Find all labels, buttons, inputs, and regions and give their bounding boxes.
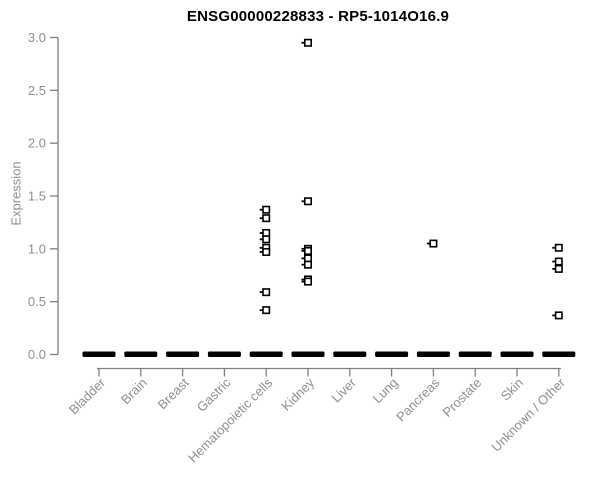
y-tick-label: 1.0 xyxy=(28,241,46,256)
data-point xyxy=(262,214,271,223)
zero-expression-cluster xyxy=(375,351,409,357)
data-point xyxy=(303,254,312,263)
data-point xyxy=(554,264,563,273)
data-point xyxy=(262,248,271,257)
data-point xyxy=(303,197,312,206)
zero-expression-cluster xyxy=(207,351,241,357)
x-tick-label: Liver xyxy=(328,375,359,406)
x-tick-label: Unknown / Other xyxy=(488,375,568,455)
data-point xyxy=(303,260,312,269)
y-tick-label: 2.0 xyxy=(28,136,46,151)
x-tick-label: Breast xyxy=(155,375,192,412)
data-point xyxy=(554,311,563,320)
data-point xyxy=(554,243,563,252)
x-tick-label: Skin xyxy=(498,375,526,403)
zero-expression-cluster xyxy=(166,351,200,357)
data-point xyxy=(554,257,563,266)
zero-expression-cluster xyxy=(249,351,283,357)
x-tick-label: Bladder xyxy=(66,375,109,418)
data-point xyxy=(429,239,438,248)
data-point xyxy=(303,38,312,47)
zero-expression-cluster xyxy=(124,351,158,357)
y-tick-label: 1.5 xyxy=(28,188,46,203)
y-tick-label: 3.0 xyxy=(28,30,46,45)
x-tick-label: Gastric xyxy=(194,375,234,415)
x-tick-label: Kidney xyxy=(278,375,317,414)
chart-title: ENSG00000228833 - RP5-1014O16.9 xyxy=(186,8,450,25)
x-tick-label: Pancreas xyxy=(393,375,443,425)
zero-expression-cluster xyxy=(291,351,325,357)
zero-expression-cluster xyxy=(416,351,450,357)
zero-expression-cluster xyxy=(82,351,116,357)
x-tick-label: Brain xyxy=(118,375,150,407)
y-tick-label: 0.5 xyxy=(28,294,46,309)
data-point xyxy=(262,235,271,244)
data-point xyxy=(262,306,271,315)
data-point xyxy=(262,205,271,214)
y-tick-label: 2.5 xyxy=(28,83,46,98)
data-point xyxy=(262,228,271,237)
zero-expression-cluster xyxy=(333,351,367,357)
data-point xyxy=(303,246,312,255)
data-point xyxy=(262,288,271,297)
zero-expression-cluster xyxy=(458,351,492,357)
zero-expression-cluster xyxy=(500,351,534,357)
zero-expression-cluster xyxy=(542,351,576,357)
x-tick-label: Lung xyxy=(370,375,401,406)
data-point xyxy=(303,277,312,286)
x-tick-label: Prostate xyxy=(439,375,484,420)
y-tick-label: 0.0 xyxy=(28,347,46,362)
